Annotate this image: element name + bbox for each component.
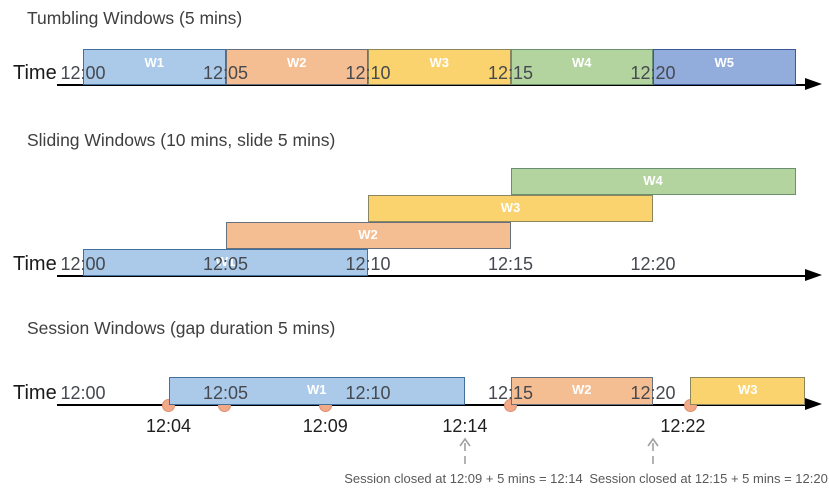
time-axis-arrowhead-icon	[805, 77, 822, 90]
window-label: W5	[714, 55, 735, 70]
window-bar-tumbling-w5	[653, 49, 796, 85]
window-label: W4	[643, 173, 663, 188]
dashed-up-arrow-icon	[457, 436, 473, 471]
window-label: W4	[572, 55, 592, 70]
window-label: W3	[429, 55, 450, 70]
window-label: W1	[144, 55, 165, 70]
window-bar-tumbling-w4	[510, 49, 653, 85]
window-bar-session-w2	[510, 377, 653, 405]
tick-label: 12:20	[630, 383, 676, 403]
tick-label: 12:05	[202, 383, 249, 403]
session-close-note: Session closed at 12:09 + 5 mins = 12:14	[344, 471, 583, 486]
window-label: W2	[287, 55, 307, 70]
event-time-label: 12:14	[442, 416, 488, 436]
event-time-label: 12:09	[302, 416, 348, 436]
tick-label: 12:05	[202, 254, 249, 274]
tick-label: 12:15	[487, 254, 534, 274]
window-bar-tumbling-w3	[368, 49, 511, 85]
tick-label: 12:15	[487, 63, 534, 83]
tick-label: 12:10	[345, 383, 391, 403]
window-bar-sliding-w4	[510, 168, 796, 195]
window-bar-tumbling-w1	[83, 49, 226, 85]
session-close-note: Session closed at 12:15 + 5 mins = 12:20	[589, 471, 828, 486]
section-title-session: Session Windows (gap duration 5 mins)	[27, 318, 336, 338]
event-time-label: 12:22	[660, 416, 706, 436]
window-bar-tumbling-w2	[225, 49, 368, 85]
tick-label: 12:00	[60, 63, 106, 83]
section-title-sliding: Sliding Windows (10 mins, slide 5 mins)	[27, 130, 336, 150]
window-label: W1	[215, 254, 236, 269]
window-label: W3	[500, 200, 521, 215]
window-label: W3	[738, 382, 758, 397]
tick-label: 12:05	[202, 63, 249, 83]
time-axis-line	[57, 274, 807, 278]
tick-label: 12:10	[345, 63, 391, 83]
window-label: W2	[358, 227, 378, 242]
tick-label: 12:15	[487, 383, 534, 403]
tick-label: 12:00	[60, 254, 106, 274]
time-axis-arrowhead-icon	[805, 268, 822, 281]
window-label: W2	[572, 382, 592, 397]
window-bar-sliding-w3	[368, 195, 653, 222]
window-bar-session-w3	[690, 377, 806, 405]
time-axis-label: Time	[13, 253, 57, 275]
tick-label: 12:20	[630, 254, 676, 274]
time-axis-label: Time	[13, 62, 57, 84]
tick-label: 12:10	[345, 254, 391, 274]
window-bar-sliding-w1	[83, 249, 368, 276]
window-bar-sliding-w2	[225, 222, 511, 249]
event-time-label: 12:04	[145, 416, 192, 436]
tick-label: 12:20	[630, 63, 676, 83]
time-axis-arrowhead-icon	[805, 397, 822, 410]
dashed-up-arrow-icon	[645, 436, 661, 471]
window-bar-session-w1	[168, 377, 465, 405]
time-axis-label: Time	[13, 382, 57, 404]
window-label: W1	[306, 382, 327, 397]
tick-label: 12:00	[60, 383, 106, 403]
section-title-tumbling: Tumbling Windows (5 mins)	[27, 8, 243, 28]
